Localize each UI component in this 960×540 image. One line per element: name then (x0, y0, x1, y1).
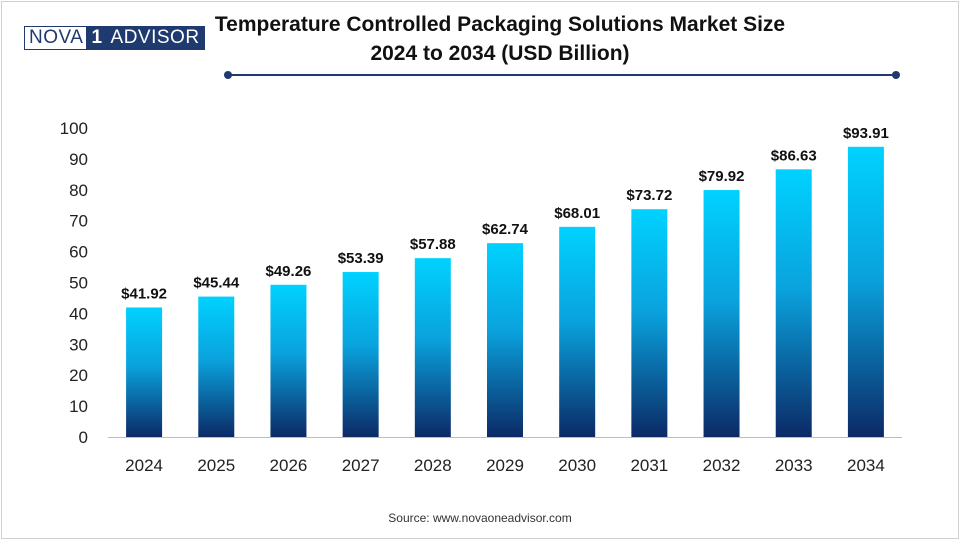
x-tick-label: 2032 (703, 456, 741, 475)
x-tick-label: 2028 (414, 456, 452, 475)
bar (270, 284, 307, 437)
bar-value-label: $86.63 (771, 147, 817, 164)
bar (414, 258, 451, 437)
x-tick-label: 2031 (630, 456, 668, 475)
bar (559, 226, 596, 437)
x-tick-label: 2030 (558, 456, 596, 475)
x-tick-label: 2026 (270, 456, 308, 475)
bar (342, 272, 379, 437)
bar (775, 169, 812, 437)
bar-series: $41.92 $45.44 $49.26 $53.39 $57.88 $62.74 $68.… (121, 125, 889, 437)
bar (126, 307, 163, 437)
y-tick-label: 50 (69, 274, 88, 293)
bar (631, 209, 668, 437)
bar-value-label: $79.92 (699, 168, 745, 185)
bar (198, 296, 235, 437)
bar-value-label: $68.01 (554, 205, 600, 222)
chart-title-line1: Temperature Controlled Packaging Solutio… (214, 13, 786, 36)
source-note: Source: www.novaoneadvisor.com (388, 511, 572, 525)
title-divider (228, 74, 896, 76)
divider-dot-right (892, 71, 900, 79)
y-axis: 0 10 20 30 40 50 60 70 80 90 100 (60, 119, 88, 447)
y-tick-label: 60 (69, 243, 88, 262)
x-tick-label: 2027 (342, 456, 380, 475)
bar-value-label: $53.39 (338, 250, 384, 267)
chart-title: Temperature Controlled Packaging Solutio… (200, 10, 800, 68)
y-tick-label: 80 (69, 181, 88, 200)
bar-value-label: $49.26 (266, 263, 312, 280)
y-tick-label: 30 (69, 335, 88, 354)
x-tick-label: 2025 (197, 456, 235, 475)
bar-value-label: $93.91 (843, 125, 889, 142)
bar-value-label: $41.92 (121, 285, 167, 302)
y-tick-label: 90 (69, 150, 88, 169)
logo-text-nova: NOVA (24, 26, 87, 50)
x-tick-label: 2029 (486, 456, 524, 475)
logo-text-advisor: ADVISOR (107, 26, 205, 50)
bar-value-label: $73.72 (626, 187, 672, 204)
y-tick-label: 0 (79, 428, 88, 447)
bar (847, 146, 884, 437)
y-tick-label: 10 (69, 397, 88, 416)
y-tick-label: 40 (69, 304, 88, 323)
x-tick-label: 2033 (775, 456, 813, 475)
bar (703, 190, 740, 437)
logo-text-one: 1 (86, 26, 108, 50)
y-tick-label: 20 (69, 366, 88, 385)
x-axis: 2024 2025 2026 2027 2028 2029 2030 2031 2032 2033… (108, 437, 902, 475)
bar-value-label: $62.74 (482, 221, 529, 238)
brand-logo: NOVA 1 ADVISOR (24, 26, 205, 50)
bar-value-label: $45.44 (193, 275, 240, 292)
x-tick-label: 2034 (847, 456, 885, 475)
divider-dot-left (224, 71, 232, 79)
y-tick-label: 70 (69, 212, 88, 231)
x-tick-label: 2024 (125, 456, 163, 475)
bar-value-label: $57.88 (410, 236, 456, 253)
bar (487, 243, 523, 437)
chart-title-line2: 2024 to 2034 (USD Billion) (370, 42, 630, 65)
y-tick-label: 100 (60, 119, 88, 138)
